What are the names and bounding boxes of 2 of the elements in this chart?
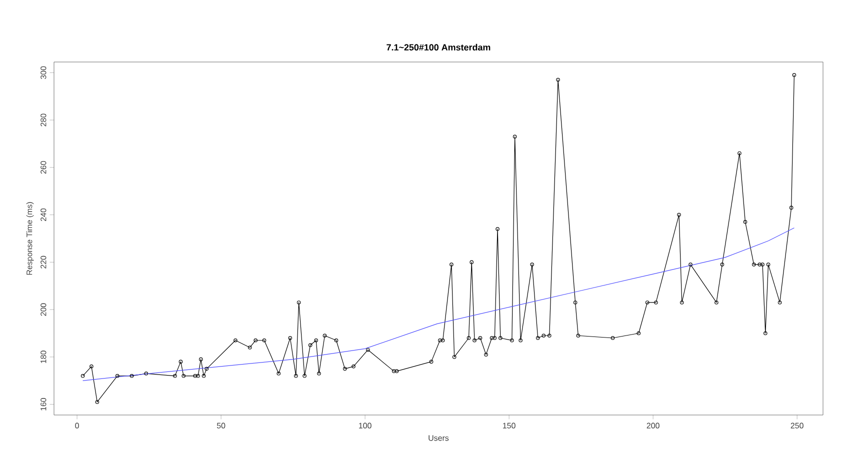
line-series <box>82 228 795 381</box>
chart-title: 7.1~250#100 Amsterdam <box>386 44 490 51</box>
